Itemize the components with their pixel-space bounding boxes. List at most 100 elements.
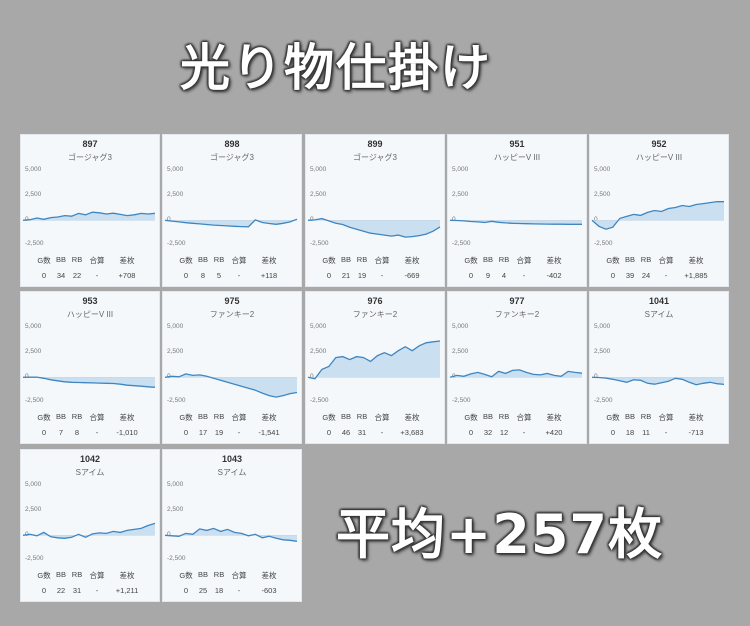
y-tick-label: 2,500 <box>594 348 611 355</box>
stat-value-samai: -1,541 <box>258 428 280 437</box>
y-tick-label: 0 <box>167 216 171 223</box>
stat-value-samai: +3,683 <box>400 428 424 437</box>
y-tick-label: 2,500 <box>167 348 184 355</box>
machine-card: 976 ファンキー2 5,000 2,500 0 -2,500 G数 BB RB 合算 差枚 0 46 3… <box>305 291 445 444</box>
stat-value-gassan: - <box>237 428 241 437</box>
stat-value-bb: 25 <box>198 586 208 595</box>
stat-value-g: 0 <box>41 271 47 280</box>
stat-header: 差枚 <box>404 256 420 265</box>
y-tick-label: 5,000 <box>452 323 469 330</box>
slump-graph <box>22 376 156 388</box>
machine-number: 951 <box>509 139 525 149</box>
y-tick-label: 0 <box>594 216 598 223</box>
stat-header: 合算 <box>374 413 390 422</box>
series-line <box>591 376 725 386</box>
machine-model: ハッピーV III <box>66 310 114 319</box>
stat-value-g: 0 <box>183 586 189 595</box>
stat-header: 合算 <box>658 256 674 265</box>
machine-card: 898 ゴージャグ3 5,000 2,500 0 -2,500 G数 BB RB 合算 差枚 0 8 5 -… <box>162 134 302 287</box>
slump-graph <box>164 373 298 398</box>
stat-header: BB <box>55 412 66 421</box>
stat-value-samai: -713 <box>688 428 704 437</box>
stat-value-g: 0 <box>183 428 189 437</box>
stat-value-g: 0 <box>326 271 332 280</box>
stats-table: G数 BB RB 合算 差枚 0 17 19 - -1,541 <box>177 412 301 437</box>
machine-model: ファンキー2 <box>209 310 255 319</box>
stat-header: G数 <box>606 256 620 265</box>
stat-header: BB <box>197 570 208 579</box>
y-tick-label: 5,000 <box>594 323 611 330</box>
stats-table: G数 BB RB 合算 差枚 0 39 24 - +1,885 <box>604 255 728 280</box>
stat-value-g: 0 <box>468 428 474 437</box>
y-tick-label: 2,500 <box>452 191 469 198</box>
stat-header: G数 <box>37 256 51 265</box>
y-tick-label: 5,000 <box>25 166 42 173</box>
y-tick-label: -2,500 <box>310 240 329 247</box>
stat-header: G数 <box>464 413 478 422</box>
y-tick-label: 5,000 <box>594 166 611 173</box>
y-tick-label: 2,500 <box>25 506 42 513</box>
machine-number: 898 <box>224 139 240 149</box>
y-tick-label: -2,500 <box>167 240 186 247</box>
machine-number: 1042 <box>79 454 101 464</box>
machine-card: 897 ゴージャグ3 5,000 2,500 0 -2,500 G数 BB RB 合算 差枚 0 34 2… <box>20 134 160 287</box>
machine-model: Sアイム <box>217 468 247 477</box>
stat-header: BB <box>197 412 208 421</box>
stat-header: G数 <box>322 256 336 265</box>
stats-table: G数 BB RB 合算 差枚 0 18 11 - -713 <box>604 412 728 437</box>
stat-header: 差枚 <box>119 413 135 422</box>
y-tick-label: 5,000 <box>310 323 327 330</box>
stat-value-gassan: - <box>522 271 526 280</box>
stat-header: 合算 <box>89 571 105 580</box>
stat-header: 合算 <box>231 413 247 422</box>
y-tick-label: 0 <box>452 216 456 223</box>
stat-value-g: 0 <box>41 428 47 437</box>
stats-table: G数 BB RB 合算 差枚 0 25 18 - -603 <box>177 570 301 595</box>
machine-number: 1041 <box>648 296 670 306</box>
machine-number: 952 <box>651 139 667 149</box>
y-tick-label: 2,500 <box>167 506 184 513</box>
machine-model: ゴージャグ3 <box>68 153 112 162</box>
stat-header: 差枚 <box>688 256 704 265</box>
stat-value-rb: 5 <box>216 271 222 280</box>
average-diff: 平均+257枚 <box>336 503 663 566</box>
area-fill <box>308 218 440 238</box>
machine-card: 1043 Sアイム 5,000 2,500 0 -2,500 G数 BB RB 合算 差枚 0 25 18… <box>162 449 302 602</box>
stat-value-rb: 18 <box>214 586 224 595</box>
stat-value-rb: 19 <box>214 428 224 437</box>
stat-header: BB <box>340 255 351 264</box>
stat-header: BB <box>482 255 493 264</box>
stat-value-rb: 31 <box>357 428 367 437</box>
series-line <box>164 218 298 228</box>
y-tick-label: -2,500 <box>167 397 186 404</box>
machine-number: 897 <box>82 139 98 149</box>
stat-value-samai: +1,885 <box>684 271 708 280</box>
area-fill <box>23 212 155 221</box>
series-line <box>22 376 156 388</box>
stat-header: G数 <box>322 413 336 422</box>
stat-header: 合算 <box>89 256 105 265</box>
machine-number: 899 <box>367 139 383 149</box>
stat-value-bb: 34 <box>56 271 66 280</box>
stat-value-samai: +708 <box>118 271 136 280</box>
y-tick-label: 5,000 <box>167 323 184 330</box>
machine-number: 953 <box>82 296 98 306</box>
stat-value-gassan: - <box>237 271 241 280</box>
stat-header: RB <box>498 255 510 264</box>
series-line <box>449 219 582 225</box>
stat-value-rb: 24 <box>641 271 651 280</box>
y-tick-label: 5,000 <box>167 481 184 488</box>
y-tick-label: -2,500 <box>310 397 329 404</box>
y-tick-label: 5,000 <box>25 481 42 488</box>
slump-graph <box>307 340 441 380</box>
stat-value-bb: 22 <box>56 586 66 595</box>
y-tick-label: -2,500 <box>25 555 44 562</box>
stat-header: 差枚 <box>261 256 277 265</box>
stat-value-gassan: - <box>95 271 99 280</box>
slump-graph <box>22 522 156 539</box>
stat-value-samai: -669 <box>404 271 420 280</box>
stat-value-gassan: - <box>664 428 668 437</box>
slump-graph <box>591 376 725 386</box>
stat-value-bb: 18 <box>625 428 635 437</box>
y-tick-label: 5,000 <box>452 166 469 173</box>
